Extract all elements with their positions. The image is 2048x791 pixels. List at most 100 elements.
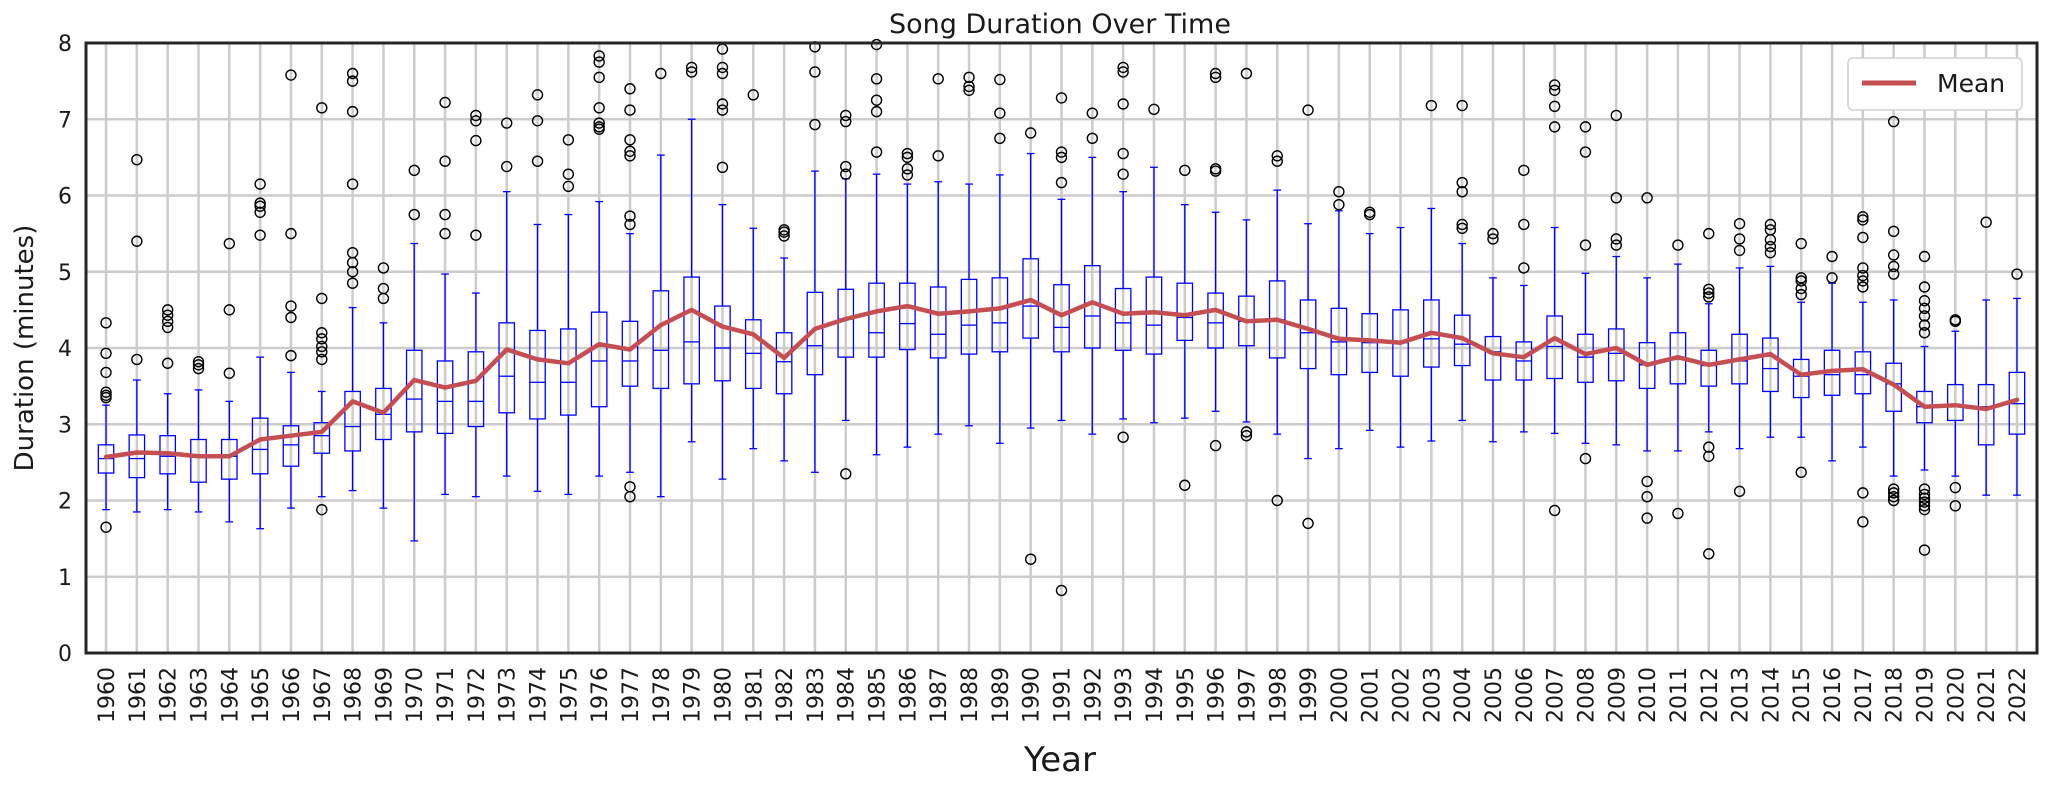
box-1996 — [1207, 67, 1224, 452]
outlier-point — [346, 246, 359, 259]
outlier-point — [716, 161, 729, 173]
box-2005 — [1484, 227, 1502, 443]
outlier-point — [593, 56, 605, 68]
box-1961 — [128, 153, 146, 513]
box-1988 — [960, 71, 978, 427]
outlier-point — [1918, 500, 1931, 512]
outlier-point — [593, 102, 605, 114]
box-iqr — [282, 425, 300, 467]
box-1994 — [1145, 103, 1163, 424]
x-tick-label: 1977 — [619, 667, 644, 723]
y-axis-label: Duration (minutes) — [10, 225, 40, 472]
box-1960 — [97, 317, 115, 533]
outlier-point — [1918, 302, 1931, 315]
box-iqr — [1577, 333, 1594, 383]
box-iqr — [744, 319, 762, 390]
outlier-point — [963, 80, 975, 93]
box-iqr — [313, 422, 331, 454]
outlier-point — [316, 340, 328, 353]
outlier-point — [716, 98, 729, 110]
outlier-point — [439, 208, 451, 221]
outlier-point — [1980, 216, 1992, 228]
outlier-point — [1703, 283, 1715, 295]
x-tick-label: 2007 — [1544, 667, 1569, 723]
x-tick-labels: 1960 1961 1962 1963 1964 1965 1966 1967 1968 1969… — [95, 667, 2031, 723]
x-tick-label: 2010 — [1636, 667, 1661, 723]
x-tick-label: 1961 — [126, 667, 151, 723]
outlier-point — [1456, 176, 1468, 189]
outlier-point — [1918, 310, 1931, 322]
box-plots — [97, 38, 2026, 597]
outlier-point — [1333, 185, 1345, 198]
outlier-point — [2011, 268, 2023, 280]
outlier-point — [1302, 517, 1314, 530]
box-1976 — [590, 50, 608, 477]
outlier-point — [100, 386, 112, 398]
x-tick-label: 1975 — [557, 667, 582, 723]
box-iqr — [1885, 362, 1903, 412]
box-2018 — [1885, 115, 1903, 507]
outlier-point — [1826, 250, 1838, 263]
outlier-point — [1703, 441, 1715, 453]
box-iqr — [1022, 258, 1040, 339]
outlier-point — [1117, 147, 1129, 160]
x-tick-label: 1989 — [989, 667, 1014, 723]
box-iqr — [128, 434, 146, 479]
outlier-point — [285, 311, 297, 324]
outlier-point — [870, 73, 883, 85]
outlier-point — [100, 347, 112, 360]
plot-frame — [84, 41, 2039, 655]
outlier-point — [1086, 132, 1099, 145]
box-iqr — [652, 290, 670, 390]
outlier-point — [1610, 239, 1622, 251]
x-tick-label: 2018 — [1883, 667, 1908, 723]
outlier-point — [1240, 429, 1253, 442]
x-tick-label: 1965 — [249, 667, 274, 723]
outlier-point — [316, 353, 328, 366]
box-2010 — [1638, 192, 1656, 524]
outlier-point — [1641, 490, 1653, 503]
outlier-point — [840, 468, 852, 480]
x-tick-label: 2004 — [1451, 667, 1476, 723]
outlier-point — [870, 105, 883, 118]
x-tick-label: 1987 — [927, 667, 952, 723]
outlier-point — [1548, 100, 1561, 112]
box-iqr — [714, 305, 731, 382]
outlier-point — [1117, 98, 1129, 110]
outlier-point — [1795, 288, 1807, 301]
box-iqr — [1053, 284, 1070, 353]
outlier-point — [778, 224, 790, 236]
outlier-point — [1055, 151, 1068, 164]
outlier-point — [1887, 260, 1900, 273]
box-iqr — [1977, 383, 1995, 446]
outlier-point — [1764, 246, 1777, 259]
box-iqr — [1299, 299, 1317, 370]
outlier-point — [685, 66, 698, 78]
outlier-point — [1271, 494, 1283, 507]
x-tick-label: 2001 — [1359, 667, 1384, 723]
grid-lines — [86, 41, 2037, 655]
box-1978 — [652, 67, 670, 498]
outlier-point — [346, 178, 359, 190]
outlier-point — [1795, 275, 1807, 287]
outlier-point — [439, 227, 451, 240]
x-tick-label: 2020 — [1944, 667, 1969, 723]
outlier-point — [254, 197, 266, 209]
box-1966 — [282, 69, 300, 509]
outlier-point — [901, 151, 914, 164]
outlier-point — [254, 206, 266, 218]
x-tick-label: 1968 — [342, 667, 367, 723]
box-1965 — [251, 178, 269, 530]
outlier-point — [901, 163, 914, 175]
outlier-point — [1918, 544, 1931, 556]
outlier-point — [624, 481, 636, 493]
outlier-point — [870, 146, 883, 158]
x-tick-label: 1971 — [434, 667, 459, 723]
box-1999 — [1299, 104, 1317, 530]
box-1986 — [899, 147, 916, 448]
outlier-point — [1641, 512, 1653, 524]
outlier-point — [377, 262, 390, 274]
y-tick-label: 5 — [58, 261, 72, 286]
x-tick-label: 1967 — [311, 667, 336, 723]
box-iqr — [1207, 292, 1224, 349]
